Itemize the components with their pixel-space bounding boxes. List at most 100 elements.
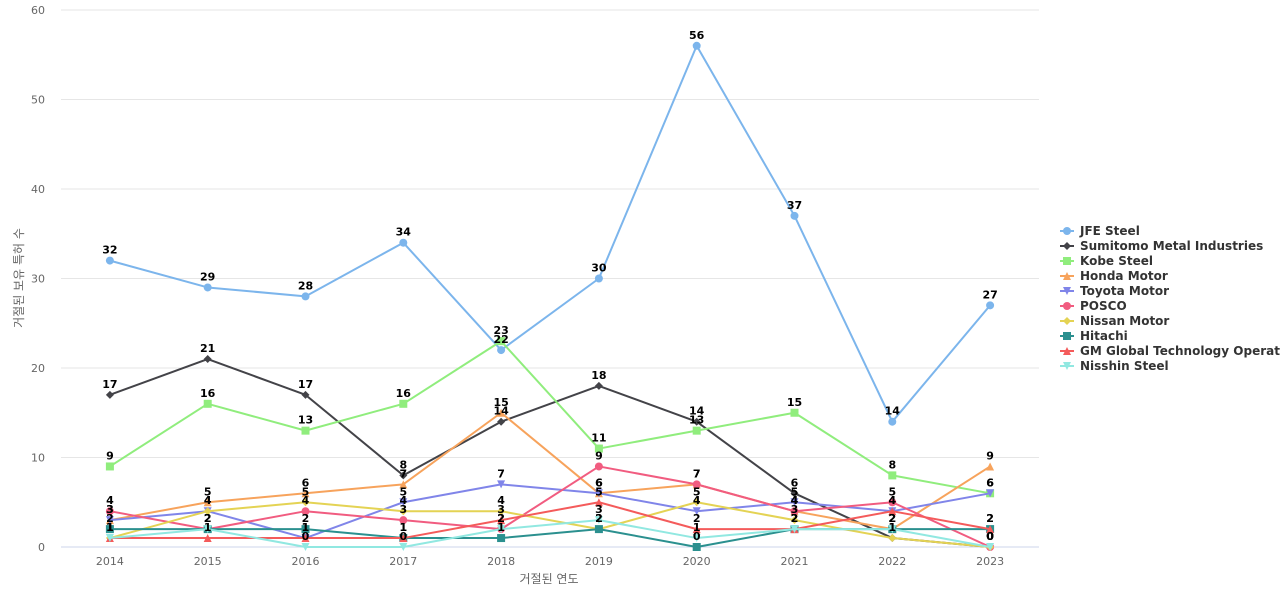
data-point[interactable] [301,498,310,507]
data-point[interactable] [105,390,114,399]
data-point[interactable] [497,408,506,417]
data-point[interactable] [105,525,114,534]
data-point[interactable] [790,525,799,534]
x-tick-label: 2022 [878,555,906,568]
data-label: 2 [693,512,701,525]
data-point[interactable] [692,480,701,489]
legend-item[interactable]: Nisshin Steel [1060,359,1169,373]
data-point[interactable] [692,534,701,543]
data-point[interactable] [594,498,603,507]
data-point[interactable] [790,408,799,417]
data-point[interactable] [692,41,701,50]
data-point[interactable] [790,489,799,498]
data-point[interactable] [497,534,506,543]
legend-item[interactable]: GM Global Technology Operat... [1060,344,1280,358]
data-point[interactable] [203,507,212,516]
data-point[interactable] [888,471,897,480]
data-point[interactable] [888,525,897,534]
data-point[interactable] [399,238,408,247]
data-point[interactable] [790,498,799,507]
data-point[interactable] [888,417,897,426]
legend-item[interactable]: Kobe Steel [1060,254,1153,268]
data-point[interactable] [692,543,701,551]
data-point[interactable] [594,381,603,390]
data-point[interactable] [790,516,799,525]
data-point[interactable] [594,516,603,525]
data-point[interactable] [497,480,506,489]
data-point[interactable] [790,507,799,516]
data-point[interactable] [594,489,603,498]
data-point[interactable] [692,426,701,435]
data-point[interactable] [594,444,603,453]
data-point[interactable] [301,489,310,498]
data-point[interactable] [399,471,408,480]
data-point[interactable] [301,525,310,534]
data-point[interactable] [594,274,603,283]
legend-item[interactable]: Toyota Motor [1060,284,1169,298]
data-point[interactable] [105,534,114,543]
data-label: 1 [888,521,896,534]
data-point[interactable] [497,346,506,355]
data-point[interactable] [692,525,701,534]
legend-item[interactable]: Nissan Motor [1060,314,1169,328]
data-point[interactable] [888,507,897,516]
data-point[interactable] [105,462,114,471]
data-point[interactable] [594,525,603,534]
legend-item[interactable]: Hitachi [1060,329,1128,343]
data-point[interactable] [105,507,114,516]
data-point[interactable] [399,480,408,489]
x-axis-title: 거절된 연도 [519,572,578,586]
legend-item[interactable]: POSCO [1060,299,1127,313]
data-point[interactable] [497,417,506,426]
data-point[interactable] [692,507,701,516]
legend-item[interactable]: JFE Steel [1060,224,1140,238]
data-point[interactable] [203,525,212,534]
data-point[interactable] [692,417,701,426]
data-point[interactable] [594,462,603,471]
series-line[interactable] [108,340,992,495]
data-point[interactable] [399,507,408,516]
data-point[interactable] [301,534,310,543]
data-point[interactable] [301,507,310,516]
data-point[interactable] [301,390,310,399]
data-point[interactable] [301,292,310,301]
data-point[interactable] [301,426,310,435]
data-point[interactable] [203,283,212,292]
data-label: 0 [302,530,310,543]
data-point[interactable] [203,534,212,543]
series-line[interactable] [108,519,992,548]
data-point[interactable] [203,399,212,408]
data-label: 27 [982,288,997,301]
series-3 [105,337,995,498]
legend-item[interactable]: Honda Motor [1060,269,1168,283]
data-point[interactable] [986,462,995,471]
data-point[interactable] [986,525,995,534]
data-point[interactable] [105,256,114,265]
data-point[interactable] [497,525,506,534]
data-point[interactable] [790,211,799,220]
data-point[interactable] [497,507,506,516]
series-line[interactable] [108,44,992,423]
data-point[interactable] [497,516,506,525]
data-point[interactable] [203,355,212,364]
data-point[interactable] [497,337,506,346]
data-point[interactable] [301,543,310,551]
data-point[interactable] [399,516,408,525]
series-line[interactable] [108,358,992,548]
data-point[interactable] [888,498,897,507]
data-label: 2 [106,512,114,525]
data-point[interactable] [888,534,897,543]
data-point[interactable] [399,399,408,408]
data-point[interactable] [203,498,212,507]
data-point[interactable] [986,543,995,551]
legend-item[interactable]: Sumitomo Metal Industries [1060,239,1263,253]
data-point[interactable] [399,534,408,543]
data-point[interactable] [399,498,408,507]
data-point[interactable] [986,489,995,498]
data-point[interactable] [692,498,701,507]
series-line[interactable] [108,465,992,548]
data-point[interactable] [399,543,408,551]
data-point[interactable] [105,516,114,525]
data-point[interactable] [986,301,995,310]
